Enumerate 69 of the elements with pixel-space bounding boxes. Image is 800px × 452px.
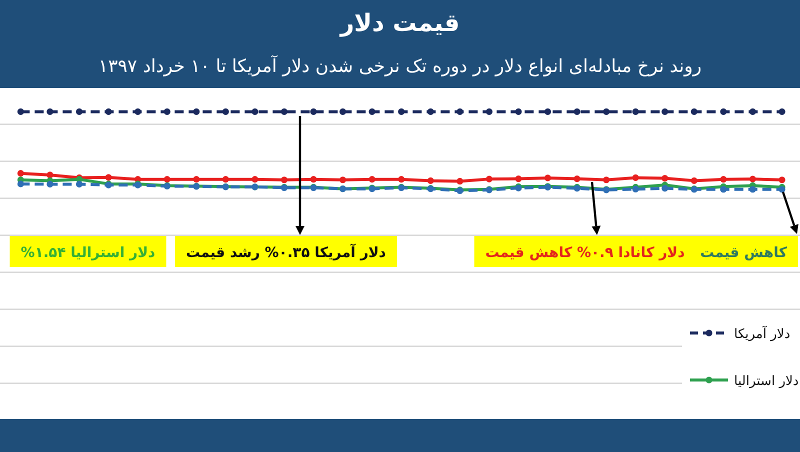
- point: [662, 108, 668, 115]
- point: [368, 176, 376, 183]
- point: [398, 176, 405, 183]
- point: [193, 108, 200, 115]
- point: [749, 108, 756, 115]
- point: [164, 108, 170, 115]
- point: [17, 170, 24, 177]
- point: [456, 108, 464, 115]
- point: [46, 180, 54, 188]
- point: [427, 108, 434, 115]
- point: [690, 177, 698, 184]
- annotation: دلار کانادا ۰.۹% کاهش قیمت: [485, 245, 685, 261]
- point: [720, 186, 727, 193]
- point: [310, 108, 317, 115]
- point: [193, 176, 200, 183]
- legend-label: دلار آمریکا: [734, 325, 790, 342]
- annotation: کاهش قیمت: [700, 245, 788, 261]
- point: [17, 180, 24, 188]
- point: [544, 174, 552, 182]
- point: [778, 176, 786, 184]
- point: [46, 172, 54, 178]
- point: [280, 176, 288, 184]
- legend-label: دلار استرالیا: [734, 374, 799, 389]
- point: [105, 174, 112, 181]
- point: [398, 108, 405, 115]
- point: [339, 108, 346, 115]
- point: [486, 176, 492, 182]
- point: [720, 176, 727, 183]
- point: [544, 108, 552, 115]
- point: [134, 108, 142, 115]
- point: [603, 176, 610, 184]
- chart-subtitle: روند نرخ مبادله‌ای انواع دلار در دوره تک نرخی شدن دلار آمریکا تا ۱۰ خرداد ۱۳۹۷: [98, 55, 702, 77]
- annotation: دلار استرالیا ۱.۵۴%: [10, 236, 166, 267]
- point: [749, 176, 756, 182]
- point: [749, 186, 756, 193]
- point: [76, 180, 83, 188]
- point: [690, 108, 698, 115]
- point: [427, 177, 434, 184]
- point: [164, 176, 170, 183]
- point: [632, 174, 639, 181]
- point: [310, 176, 317, 183]
- point: [280, 108, 288, 115]
- point: [105, 108, 112, 115]
- point: [574, 108, 580, 115]
- point: [632, 108, 639, 115]
- point: [17, 108, 24, 115]
- point: [662, 184, 668, 192]
- point: [222, 176, 229, 183]
- chart-title: قیمت دلار: [339, 9, 460, 37]
- point: [720, 108, 727, 115]
- point: [778, 186, 786, 193]
- point: [515, 175, 522, 182]
- point: [603, 108, 610, 115]
- point: [574, 175, 580, 182]
- point: [339, 176, 346, 184]
- annotation: دلار آمریکا ۰.۳۵% رشد قیمت: [186, 243, 386, 261]
- point: [778, 108, 786, 115]
- point: [76, 108, 83, 115]
- point: [515, 108, 522, 115]
- annotation: دلار آمریکا ۰.۳۵% رشد قیمت: [175, 236, 397, 267]
- point: [486, 108, 492, 115]
- point: [456, 178, 464, 185]
- point: [46, 108, 54, 115]
- annotation: دلار استرالیا ۱.۵۴%: [20, 245, 156, 261]
- point: [222, 108, 229, 115]
- point: [368, 108, 376, 115]
- point: [252, 108, 258, 115]
- point: [662, 174, 668, 182]
- point: [252, 176, 258, 183]
